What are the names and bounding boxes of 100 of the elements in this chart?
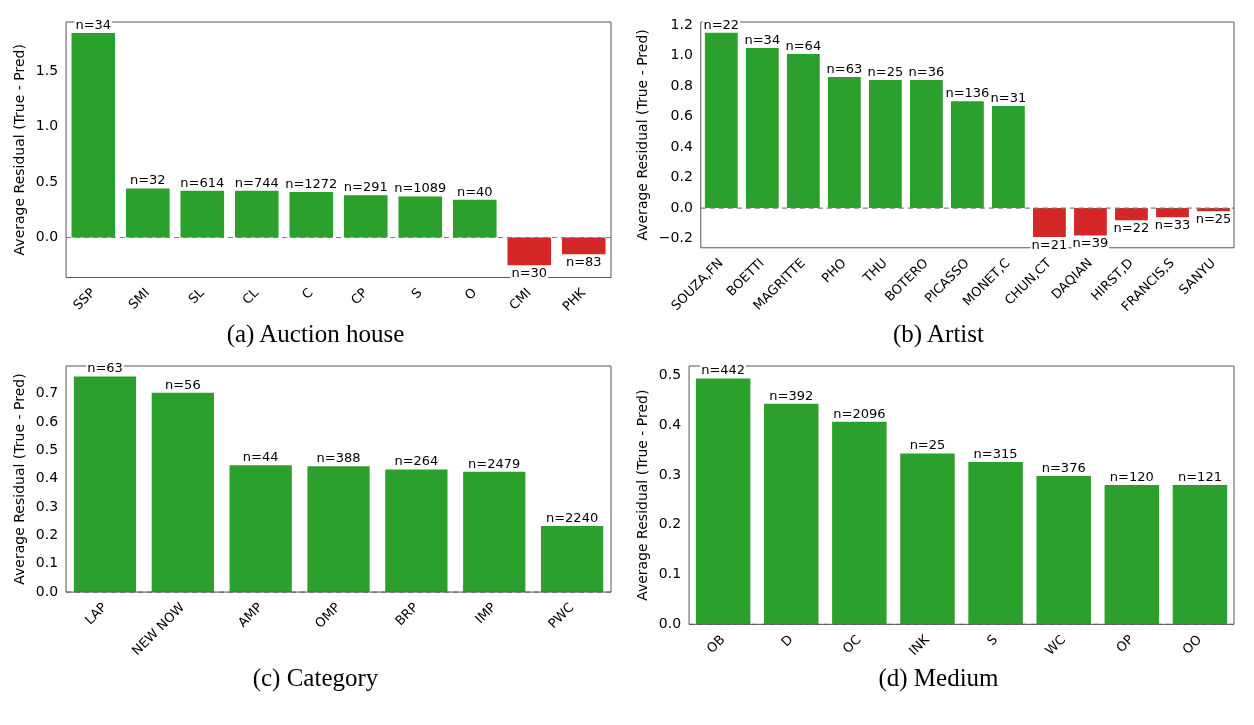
bar <box>968 462 1023 625</box>
annotation: n=136 <box>945 85 990 101</box>
bar <box>561 237 606 255</box>
x-tick-label: OB <box>703 631 728 656</box>
y-tick-label: 0.0 <box>35 228 59 245</box>
annotation: n=40 <box>456 183 493 199</box>
bar <box>1104 484 1160 625</box>
y-tick-label: 1.0 <box>35 117 59 134</box>
x-tick-label: WC <box>1042 631 1069 658</box>
annotation: n=2479 <box>468 455 521 471</box>
text: (a) Auction house <box>226 320 405 348</box>
y-tick-label: 1.2 <box>670 15 693 32</box>
annotation: n=39 <box>1072 235 1109 251</box>
annotation: n=56 <box>164 376 201 392</box>
annotation: n=392 <box>769 387 814 403</box>
x-tick-label: OC <box>839 631 864 657</box>
y-tick-label: 1.0 <box>670 46 693 63</box>
annotation: n=442 <box>701 362 746 378</box>
bar <box>695 378 751 625</box>
y-tick-label: 0.2 <box>670 168 693 185</box>
bar <box>307 466 370 593</box>
bar <box>540 526 604 593</box>
x-tick-label: D <box>778 631 796 650</box>
x-tick-label: SSP <box>70 284 98 313</box>
y-tick-label: 0.1 <box>35 554 59 571</box>
x-tick-label: CL <box>239 284 262 308</box>
annotation: n=388 <box>316 450 361 466</box>
y-axis-title: Average Residual (True - Pred) <box>634 389 651 601</box>
bar <box>463 471 526 593</box>
x-tick-label: CMI <box>506 284 534 313</box>
bar <box>704 32 738 209</box>
annotation: n=120 <box>1109 468 1154 484</box>
y-tick-label: 0.5 <box>35 441 59 458</box>
bar <box>1172 484 1228 625</box>
x-tick-label: INK <box>905 631 933 658</box>
bar <box>745 47 779 209</box>
annotation: n=44 <box>242 449 279 465</box>
bar <box>1115 208 1148 221</box>
annotation: n=315 <box>973 445 1018 461</box>
x-tick-label: OP <box>1112 631 1137 656</box>
bar <box>71 33 116 238</box>
y-axis-title: Average Residual (True - Pred) <box>11 44 28 256</box>
y-tick-label: 0.0 <box>670 198 693 215</box>
annotation: n=83 <box>565 254 602 270</box>
y-tick-label: 0.5 <box>658 366 682 383</box>
x-tick-label: O <box>461 284 480 303</box>
bar <box>343 195 388 238</box>
bar <box>950 101 984 209</box>
x-tick-label: SL <box>185 284 208 307</box>
x-tick-label: LAP <box>81 599 110 628</box>
text: (d) Medium <box>878 664 999 692</box>
annotation: n=22 <box>1113 220 1150 236</box>
annotation: n=34 <box>75 16 112 32</box>
y-axis-title: Average Residual (True - Pred) <box>634 29 651 241</box>
y-tick-label: −0.2 <box>658 229 693 246</box>
y-tick-label: 1.5 <box>35 61 59 78</box>
annotation: n=36 <box>908 63 945 79</box>
y-tick-label: 0.0 <box>658 614 682 631</box>
annotation: n=1272 <box>285 175 338 191</box>
x-tick-label: SMI <box>125 284 153 312</box>
bar <box>909 79 943 209</box>
annotation: n=1089 <box>394 180 447 196</box>
annotation: n=32 <box>129 172 166 188</box>
annotation: n=121 <box>1177 468 1222 484</box>
x-tick-label: C <box>298 284 316 302</box>
bar <box>398 196 443 238</box>
annotation: n=25 <box>1195 211 1232 227</box>
y-tick-label: 0.8 <box>670 76 693 93</box>
y-tick-label: 0.3 <box>35 497 59 514</box>
y-axis-title: Average Residual (True - Pred) <box>11 373 28 585</box>
text: (b) Artist <box>893 320 984 348</box>
annotation: n=34 <box>744 31 781 47</box>
annotation: n=376 <box>1041 459 1086 475</box>
annotation: n=25 <box>909 437 946 453</box>
y-tick-label: 0.4 <box>658 415 682 432</box>
x-tick-label: S <box>408 284 425 302</box>
x-tick-label: CP <box>347 284 371 308</box>
annotation: n=21 <box>1031 236 1068 252</box>
bar <box>180 190 225 238</box>
bar <box>1074 208 1107 236</box>
bar <box>235 190 279 238</box>
bar <box>992 105 1025 209</box>
annotation: n=63 <box>826 60 863 76</box>
annotation: n=63 <box>87 360 123 376</box>
y-tick-label: 0.1 <box>658 565 682 582</box>
y-tick-label: 0.6 <box>35 412 59 429</box>
bar <box>900 453 955 625</box>
bar <box>786 54 820 209</box>
annotation: n=2240 <box>545 509 599 525</box>
bar <box>452 199 497 238</box>
annotation: n=30 <box>511 265 548 281</box>
bar <box>1033 208 1066 238</box>
bar <box>832 421 887 625</box>
y-tick-label: 0.5 <box>35 172 59 189</box>
y-tick-label: 0.0 <box>35 582 59 599</box>
x-tick-label: S <box>983 631 1001 649</box>
y-tick-label: 0.2 <box>35 526 59 543</box>
bar <box>868 79 902 209</box>
bar <box>289 191 334 238</box>
y-tick-label: 0.2 <box>658 515 682 532</box>
